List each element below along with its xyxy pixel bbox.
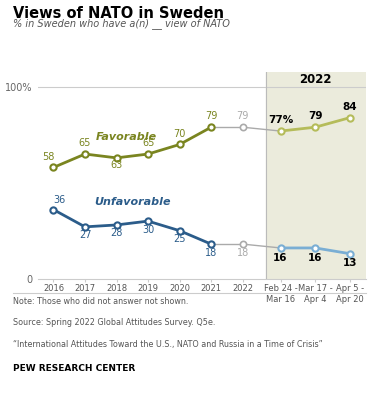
Text: Favorable: Favorable xyxy=(95,132,156,142)
Text: 84: 84 xyxy=(343,102,357,112)
Text: 65: 65 xyxy=(79,138,91,148)
Bar xyxy=(266,72,366,279)
Text: 16: 16 xyxy=(308,253,322,263)
Text: 65: 65 xyxy=(142,138,154,148)
Text: 77%: 77% xyxy=(268,115,293,125)
Text: 70: 70 xyxy=(173,129,186,139)
Text: “International Attitudes Toward the U.S., NATO and Russia in a Time of Crisis”: “International Attitudes Toward the U.S.… xyxy=(13,340,323,349)
Text: Views of NATO in Sweden: Views of NATO in Sweden xyxy=(13,6,224,21)
Text: 79: 79 xyxy=(205,111,218,121)
Text: 18: 18 xyxy=(237,248,249,258)
Text: PEW RESEARCH CENTER: PEW RESEARCH CENTER xyxy=(13,364,135,373)
Text: Note: Those who did not answer not shown.: Note: Those who did not answer not shown… xyxy=(13,297,188,306)
Text: 36: 36 xyxy=(54,195,66,205)
Text: 13: 13 xyxy=(343,258,357,269)
Text: 30: 30 xyxy=(142,224,154,234)
Text: Source: Spring 2022 Global Attitudes Survey. Q5e.: Source: Spring 2022 Global Attitudes Sur… xyxy=(13,318,216,328)
Text: 79: 79 xyxy=(236,111,249,121)
Text: 25: 25 xyxy=(173,234,186,244)
Text: 27: 27 xyxy=(79,230,91,240)
Text: 63: 63 xyxy=(110,160,123,170)
Text: 28: 28 xyxy=(110,228,123,238)
Text: 18: 18 xyxy=(205,248,217,258)
Text: 16: 16 xyxy=(273,253,288,263)
Text: 79: 79 xyxy=(308,111,322,121)
Text: % in Sweden who have a(n) __ view of NATO: % in Sweden who have a(n) __ view of NAT… xyxy=(13,18,230,29)
Text: Unfavorable: Unfavorable xyxy=(94,197,170,207)
Text: 58: 58 xyxy=(43,152,55,162)
Text: 2022: 2022 xyxy=(299,73,331,86)
